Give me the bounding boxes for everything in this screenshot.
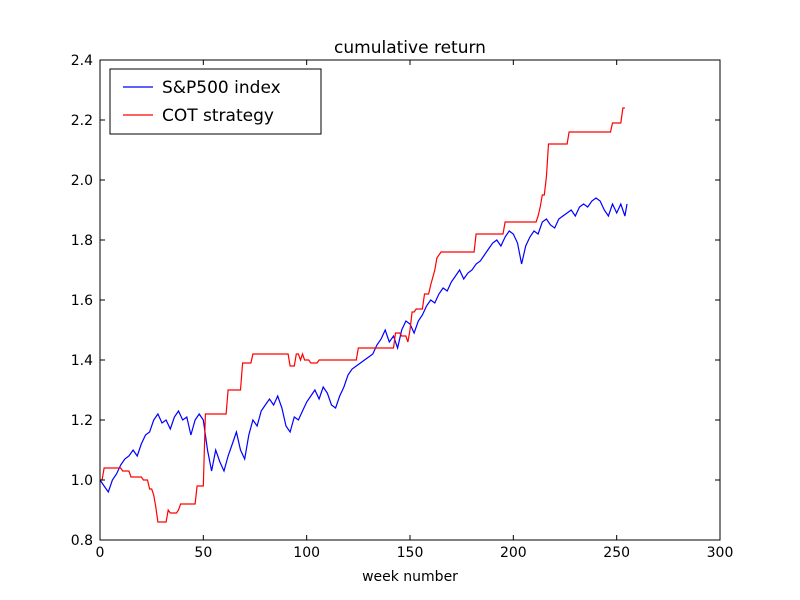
y-tick-label: 1.6 (71, 293, 93, 309)
plot-frame (99, 59, 721, 541)
plot-area (99, 107, 628, 523)
legend: S&P500 index COT strategy (109, 68, 322, 135)
series-line-cot (100, 107, 625, 523)
x-axis-label: week number (362, 569, 458, 585)
y-tick-label: 0.8 (71, 533, 93, 549)
chart-title: cumulative return (334, 38, 486, 58)
y-tick-label: 1.2 (71, 413, 93, 429)
x-tick-label: 0 (96, 545, 105, 561)
x-tick-label: 50 (194, 545, 212, 561)
y-tick-label: 1.4 (71, 353, 93, 369)
x-tick-label: 300 (707, 545, 734, 561)
y-tick-label: 2.0 (71, 173, 93, 189)
x-tick-label: 100 (293, 545, 320, 561)
legend-label-cot: COT strategy (162, 106, 274, 126)
series-line-sp500 (99, 197, 628, 494)
axis-ticks: 0 50 100 150 200 250 300 0.8 1.0 1.2 1.4 1.6 1.8 2.0 2… (71, 53, 734, 561)
y-tick-label: 2.4 (71, 53, 93, 69)
y-tick-label: 1.0 (71, 473, 93, 489)
x-tick-label: 150 (397, 545, 424, 561)
y-tick-label: 1.8 (71, 233, 93, 249)
legend-label-sp500: S&P500 index (162, 78, 281, 98)
legend-box (109, 68, 322, 135)
x-tick-label: 200 (500, 545, 527, 561)
x-tick-label: 250 (603, 545, 630, 561)
y-tick-label: 2.2 (71, 113, 93, 129)
